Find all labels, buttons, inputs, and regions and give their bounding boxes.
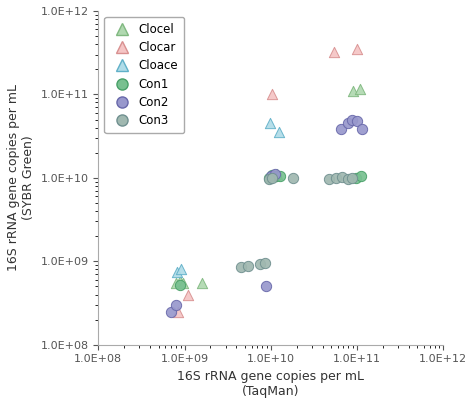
Con2 — [173, 302, 180, 308]
Clocel — [356, 86, 364, 93]
Con2 — [271, 171, 279, 178]
Con3 — [348, 175, 356, 181]
Clocar — [353, 46, 361, 52]
Con1 — [272, 173, 280, 179]
Clocar — [174, 308, 182, 315]
Con2 — [268, 173, 275, 179]
Con3 — [237, 264, 245, 271]
Con3 — [289, 175, 296, 181]
Cloace — [266, 120, 273, 127]
Con1 — [357, 173, 365, 179]
Clocel — [176, 278, 183, 284]
Clocel — [179, 280, 186, 286]
Clocel — [349, 88, 356, 94]
Con2 — [344, 120, 351, 127]
Con3 — [256, 261, 264, 268]
Con3 — [344, 175, 351, 182]
Con2 — [337, 126, 345, 133]
Con2 — [348, 116, 356, 123]
Cloace — [173, 269, 181, 275]
Clocel — [269, 173, 276, 179]
Con1 — [277, 173, 284, 179]
Clocel — [273, 171, 281, 178]
Con2 — [353, 118, 361, 124]
Clocar — [269, 91, 276, 98]
Con1 — [265, 175, 273, 181]
Clocel — [198, 280, 206, 286]
Con1 — [269, 172, 276, 178]
Legend: Clocel, Clocar, Cloace, Con1, Con2, Con3: Clocel, Clocar, Cloace, Con1, Con2, Con3 — [104, 17, 184, 133]
Clocar — [184, 291, 192, 298]
Con2 — [358, 126, 366, 133]
Con3 — [245, 263, 252, 269]
X-axis label: 16S rRNA gene copies per mL
(TaqMan): 16S rRNA gene copies per mL (TaqMan) — [177, 370, 364, 398]
Y-axis label: 16S rRNA gene copies per mL
(SYBR Green): 16S rRNA gene copies per mL (SYBR Green) — [7, 84, 35, 271]
Con2 — [167, 308, 175, 315]
Con3 — [261, 260, 268, 266]
Con3 — [326, 175, 333, 182]
Con1 — [352, 175, 360, 181]
Con2 — [262, 283, 270, 290]
Clocel — [173, 280, 180, 286]
Clocar — [331, 49, 338, 55]
Con3 — [333, 175, 340, 181]
Con3 — [338, 174, 346, 180]
Cloace — [275, 129, 283, 136]
Con3 — [269, 175, 276, 181]
Cloace — [177, 266, 184, 273]
Con1 — [176, 282, 183, 288]
Con3 — [265, 175, 273, 182]
